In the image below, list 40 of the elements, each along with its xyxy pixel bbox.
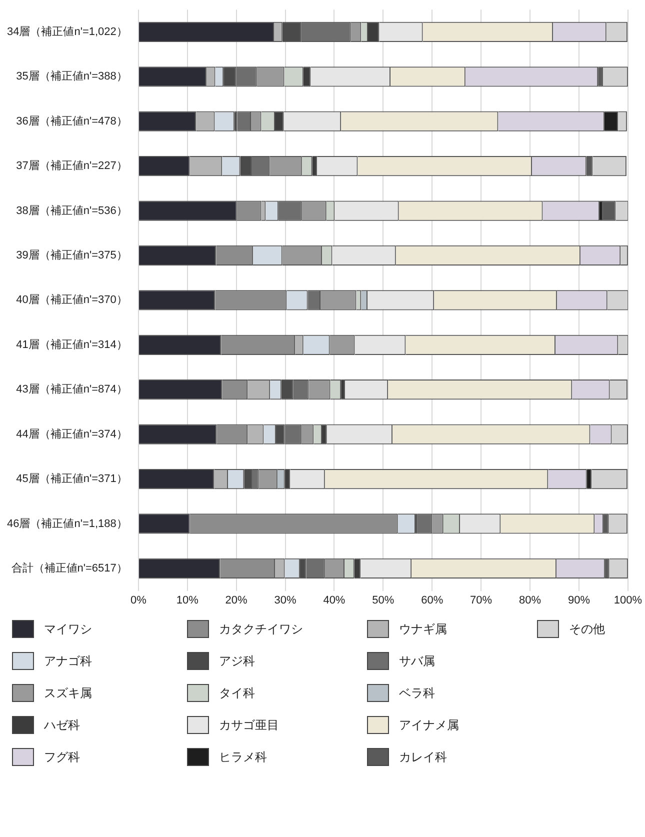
x-tick-label: 60% [421,594,444,606]
y-tick-label: 37層（補正値n'=227） [16,159,128,172]
legend-label: カタクチイワシ [219,620,303,638]
x-tick-label: 80% [519,594,542,606]
y-tick-label: 44層（補正値n'=374） [16,427,128,440]
y-tick-label: 43層（補正値n'=874） [16,382,128,396]
x-tick-label: 30% [274,594,296,606]
x-tick-label: 0% [130,594,147,606]
legend-label: カレイ科 [399,748,447,766]
y-tick-label: 38層（補正値n'=536） [16,204,128,217]
x-tick-label: 20% [225,594,248,606]
legend-label: カサゴ亜目 [219,716,279,734]
x-tick-label: 50% [372,594,394,606]
y-tick-label: 36層（補正値n'=478） [16,114,128,128]
y-tick-label: 40層（補正値n'=370） [16,293,128,306]
y-tick-label: 41層（補正値n'=314） [16,338,128,351]
x-tick-label: 100% [614,594,642,606]
legend-label: ウナギ属 [399,620,447,638]
y-tick-label: 46層（補正値n'=1,188） [7,516,128,530]
x-tick-label: 10% [176,594,199,606]
legend-label: ベラ科 [399,684,435,702]
legend-label: マイワシ [44,620,92,638]
legend-label: ハゼ科 [44,716,80,734]
y-tick-label: 34層（補正値n'=1,022） [7,24,128,38]
x-tick-label: 70% [470,594,492,606]
legend-label: アナゴ科 [44,652,92,670]
legend-label: アジ科 [219,652,255,670]
y-tick-label: 45層（補正値n'=371） [16,472,128,486]
x-tick-label: 40% [323,594,346,606]
y-tick-label: 39層（補正値n'=375） [16,248,128,262]
legend-label: その他 [569,620,605,638]
x-tick-label: 90% [568,594,590,606]
legend-label: アイナメ属 [399,716,459,734]
legend-label: スズキ属 [44,684,92,702]
legend-label: サバ属 [399,652,435,670]
legend-label: タイ科 [219,684,255,702]
legend-label: ヒラメ科 [219,748,267,766]
legend-label: フグ科 [44,748,80,766]
y-tick-label: 合計（補正値n'=6517） [11,561,128,574]
y-tick-label: 35層（補正値n'=388） [16,70,128,83]
